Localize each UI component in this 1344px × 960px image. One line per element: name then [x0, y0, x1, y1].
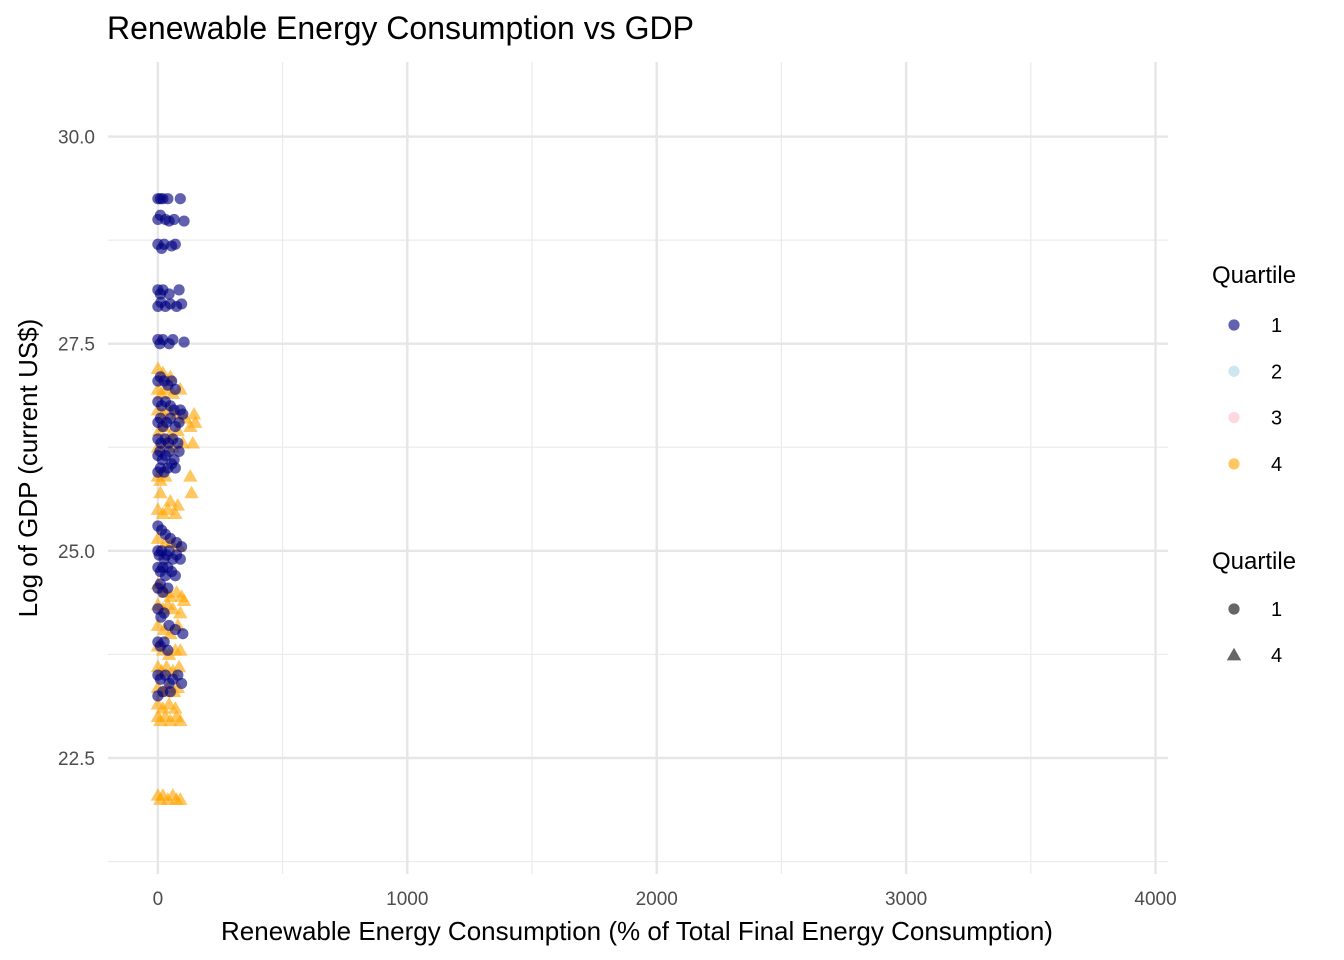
point-q4-66 [171, 659, 187, 673]
grid [108, 62, 1168, 874]
point-q1-117 [164, 686, 176, 698]
legend-color-label-3: 3 [1271, 408, 1282, 430]
point-q1-86 [174, 553, 186, 565]
legend-shape-title: Quartile [1212, 548, 1296, 575]
point-q1-26 [175, 298, 188, 310]
legend-shape-key-1 [1228, 603, 1240, 615]
point-q1-93 [169, 570, 181, 582]
point-q1-100 [158, 607, 170, 619]
legend-color-key-2 [1228, 365, 1240, 377]
legend-shape-label-4: 4 [1271, 645, 1282, 667]
point-q1-19 [163, 288, 175, 300]
legend-color: Quartile 1 2 3 4 [1212, 262, 1296, 476]
legend-color-label-4: 4 [1271, 454, 1282, 476]
point-q4-19 [188, 415, 203, 428]
point-q1-15 [169, 238, 181, 250]
legend-color-key-4 [1228, 458, 1240, 470]
point-q4-24 [185, 435, 200, 449]
legend-color-label-1: 1 [1271, 315, 1282, 337]
point-q4-36 [168, 506, 183, 519]
point-q1-58 [172, 437, 184, 449]
x-tick-label-4: 4000 [1134, 889, 1176, 910]
point-q4-32 [184, 485, 199, 499]
point-q4-29 [153, 485, 168, 499]
y-tick-label-3: 30.0 [58, 128, 95, 149]
legend-color-title: Quartile [1212, 262, 1296, 289]
point-q1-65 [173, 445, 185, 458]
y-tick-label-2: 27.5 [58, 335, 95, 356]
x-tick-label-0: 0 [153, 889, 164, 910]
data-points [150, 193, 203, 805]
point-q1-63 [163, 445, 175, 458]
point-q1-32 [178, 336, 190, 348]
point-q1-4 [174, 193, 186, 205]
axes: 0 1000 2000 3000 4000 22.5 25.0 27.5 30.0 [58, 128, 1177, 910]
point-q1-3 [162, 193, 174, 205]
x-axis-title: Renewable Energy Consumption (% of Total… [221, 916, 1053, 946]
point-q1-50 [164, 412, 176, 424]
point-q1-71 [169, 462, 181, 474]
x-tick-label-1: 1000 [386, 889, 428, 910]
point-q4-47 [176, 593, 192, 606]
point-q1-20 [173, 284, 185, 296]
point-q4-13 [186, 406, 202, 420]
legend-shape: Quartile 1 4 [1212, 548, 1296, 667]
point-q4-75 [168, 701, 183, 714]
y-axis-title: Log of GDP (current US$) [13, 319, 43, 618]
y-tick-label-0: 22.5 [58, 749, 95, 770]
legend-color-key-3 [1228, 412, 1240, 424]
point-q4-37 [150, 531, 166, 544]
point-q1-52 [173, 416, 185, 429]
legend-shape-label-1: 1 [1271, 599, 1282, 621]
point-q4-61 [173, 643, 188, 656]
point-q1-107 [162, 644, 174, 656]
point-q1-97 [162, 582, 174, 594]
legend-color-label-2: 2 [1271, 361, 1282, 383]
x-tick-label-2: 2000 [636, 889, 678, 910]
point-q4-52 [173, 605, 188, 619]
point-q1-103 [177, 628, 189, 640]
point-q4-73 [155, 701, 171, 714]
point-q1-31 [167, 333, 179, 346]
point-q1-10 [178, 215, 190, 227]
point-q1-9 [168, 213, 180, 226]
point-q4-79 [163, 713, 178, 727]
y-tick-label-1: 25.0 [58, 542, 95, 563]
point-q1-114 [175, 677, 188, 690]
legend-shape-key-4 [1226, 647, 1242, 661]
point-q1-77 [175, 541, 188, 553]
point-q4-81 [173, 713, 188, 727]
legend-color-key-1 [1228, 319, 1240, 331]
point-q4-44 [163, 589, 178, 602]
point-q4-30 [163, 493, 178, 507]
point-q4-35 [160, 502, 176, 515]
point-q1-38 [169, 383, 181, 395]
x-tick-label-3: 3000 [885, 889, 927, 910]
point-q4-31 [170, 498, 186, 511]
point-q4-55 [163, 626, 178, 640]
chart-title: Renewable Energy Consumption vs GDP [107, 10, 694, 46]
point-q4-28 [183, 469, 198, 482]
point-q4-88 [173, 792, 188, 805]
